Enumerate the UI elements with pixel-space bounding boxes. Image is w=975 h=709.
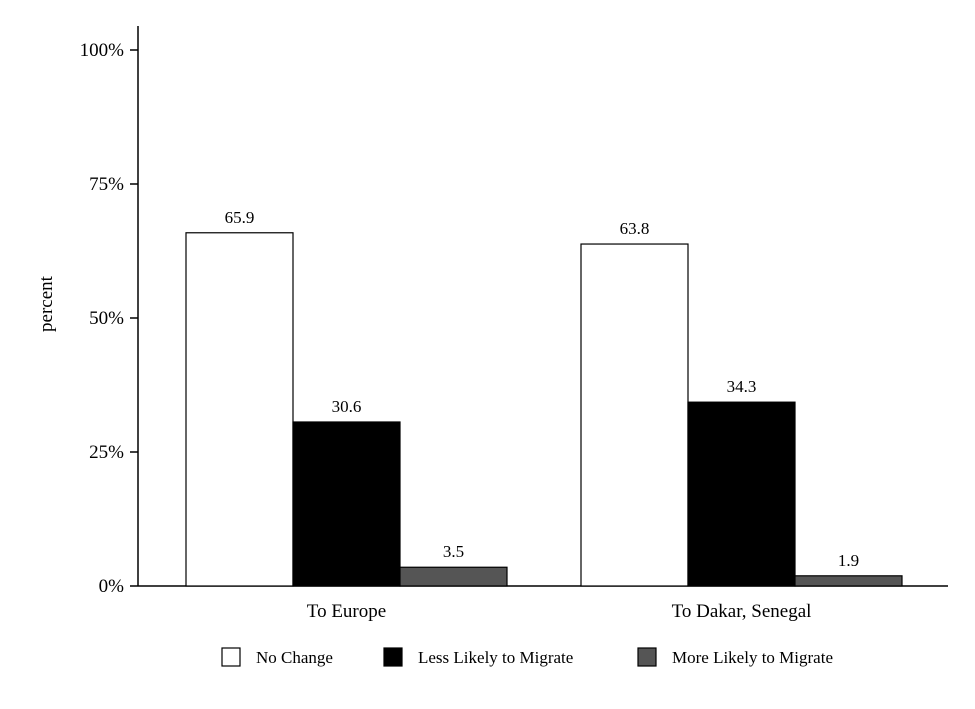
data-labels: 65.9 30.6 3.5 63.8 34.3 1.9 <box>225 208 860 570</box>
bar-1-2 <box>580 243 689 587</box>
legend-swatch <box>637 647 657 667</box>
bar-2-2 <box>687 401 796 587</box>
y-tick-label: 75% <box>89 174 124 195</box>
y-axis: 0% 25% 50% 75% 100% <box>80 26 139 597</box>
data-label: 30.6 <box>332 397 362 416</box>
legend-swatch <box>221 647 241 667</box>
category-label: To Europe <box>307 601 386 622</box>
legend-label: More Likely to Migrate <box>672 648 833 667</box>
bar-2-1 <box>292 421 401 587</box>
data-label: 65.9 <box>225 208 255 227</box>
data-label: 1.9 <box>838 551 859 570</box>
y-tick-label: 100% <box>80 40 125 61</box>
bars <box>185 232 903 587</box>
y-axis-label: percent <box>36 275 57 332</box>
bar-3-1 <box>399 566 508 587</box>
y-tick-label: 25% <box>89 442 124 463</box>
category-label: To Dakar, Senegal <box>672 601 812 622</box>
bar-3-2 <box>794 575 903 587</box>
y-tick-label: 0% <box>99 576 125 597</box>
legend-label: No Change <box>256 648 333 667</box>
y-tick-label: 50% <box>89 308 124 329</box>
bar-1-1 <box>185 232 294 587</box>
legend-swatch <box>383 647 403 667</box>
data-label: 34.3 <box>727 377 757 396</box>
legend-label: Less Likely to Migrate <box>418 648 573 667</box>
legend: No Change Less Likely to Migrate More Like… <box>221 647 833 667</box>
data-label: 3.5 <box>443 542 464 561</box>
data-label: 63.8 <box>620 219 650 238</box>
x-axis: To Europe To Dakar, Senegal <box>138 585 948 622</box>
